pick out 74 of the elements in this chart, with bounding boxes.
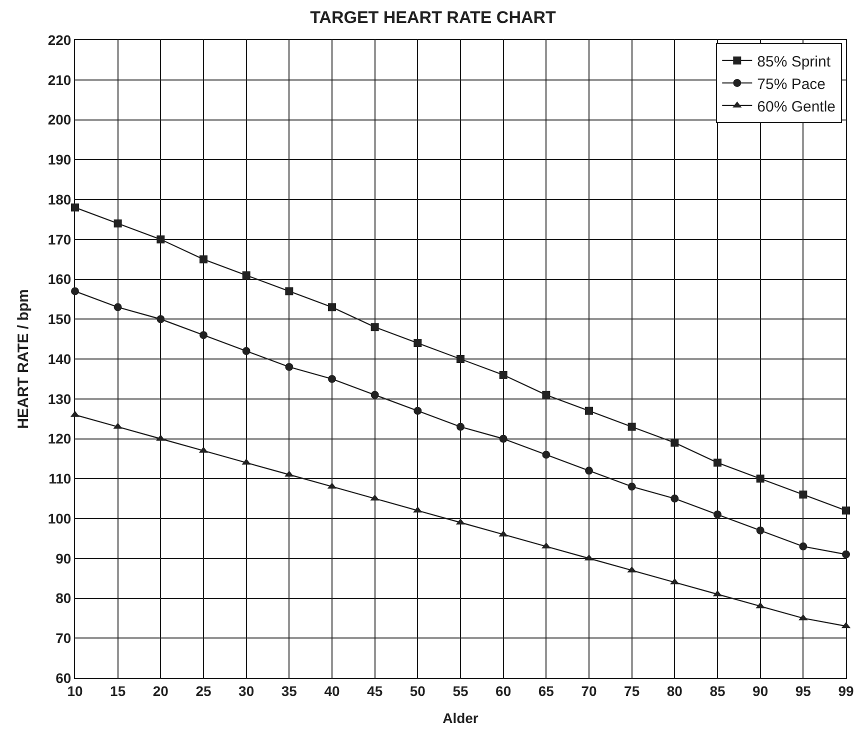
y-tick-label: 150 <box>48 311 72 328</box>
y-tick-label: 100 <box>48 510 72 526</box>
point <box>585 406 593 415</box>
x-tick-label: 15 <box>110 682 126 699</box>
y-axis-title: HEART RATE / bpm <box>15 289 32 429</box>
point <box>585 466 593 475</box>
point <box>670 438 679 447</box>
point <box>628 482 636 491</box>
point <box>499 370 508 379</box>
y-tick-label: 110 <box>48 470 72 487</box>
legend-label: 60% Gentle <box>757 98 836 116</box>
point <box>114 303 122 312</box>
y-tick-label: 120 <box>48 430 72 447</box>
point <box>200 255 208 264</box>
y-tick-label: 130 <box>48 390 72 407</box>
point <box>414 406 422 415</box>
point <box>370 390 379 399</box>
point <box>499 434 508 443</box>
legend-label: 85% Sprint <box>757 53 832 70</box>
y-tick-label: 160 <box>48 271 72 288</box>
point <box>242 271 250 280</box>
y-tick-label: 70 <box>56 630 72 646</box>
point <box>542 390 550 399</box>
chart-title: TARGET HEART RATE CHART <box>310 8 557 28</box>
x-tick-label: 85 <box>710 682 726 699</box>
x-tick-label: 20 <box>152 682 169 699</box>
y-tick-label: 170 <box>48 231 72 248</box>
x-tick-label: 25 <box>196 682 212 699</box>
point <box>156 315 165 324</box>
y-tick-label: 200 <box>48 112 72 128</box>
x-tick-label: 75 <box>624 682 640 699</box>
point <box>756 526 764 534</box>
point <box>714 458 722 467</box>
x-tick-label: 65 <box>538 682 554 699</box>
y-tick-label: 90 <box>56 550 72 566</box>
x-axis-title: Alder <box>442 710 479 726</box>
x-tick-label: 45 <box>367 682 383 699</box>
x-tick-label: 80 <box>666 682 683 699</box>
point <box>799 490 808 499</box>
point <box>799 542 808 550</box>
x-tick-label: 55 <box>452 682 468 699</box>
point <box>670 494 679 503</box>
y-tick-label: 180 <box>48 191 72 208</box>
point <box>456 355 464 363</box>
y-tick-label: 220 <box>48 32 72 48</box>
y-tick-label: 210 <box>48 72 72 88</box>
x-tick-label: 50 <box>410 682 426 699</box>
point <box>456 422 464 431</box>
point <box>114 219 122 228</box>
x-tick-label: 35 <box>281 682 298 699</box>
y-tick-label: 80 <box>56 590 72 606</box>
point <box>714 510 722 519</box>
x-tick-label: 95 <box>795 682 812 699</box>
point <box>285 287 294 296</box>
x-tick-label: 99 <box>838 682 854 699</box>
x-tick-label: 70 <box>581 682 597 699</box>
y-tick-label: 190 <box>48 152 72 168</box>
x-tick-label: 30 <box>238 682 254 699</box>
point <box>156 235 165 244</box>
point <box>285 362 294 371</box>
point <box>328 303 336 312</box>
point <box>756 474 764 483</box>
legend-label: 75% Pace <box>757 76 826 93</box>
point <box>542 450 550 459</box>
point <box>370 323 379 332</box>
x-tick-label: 90 <box>752 682 768 699</box>
point <box>414 339 422 348</box>
x-tick-label: 40 <box>324 682 340 699</box>
point <box>200 331 208 340</box>
point <box>242 347 250 356</box>
x-tick-label: 60 <box>496 682 512 699</box>
y-tick-label: 140 <box>48 350 72 367</box>
point <box>328 374 336 383</box>
point <box>628 422 636 431</box>
